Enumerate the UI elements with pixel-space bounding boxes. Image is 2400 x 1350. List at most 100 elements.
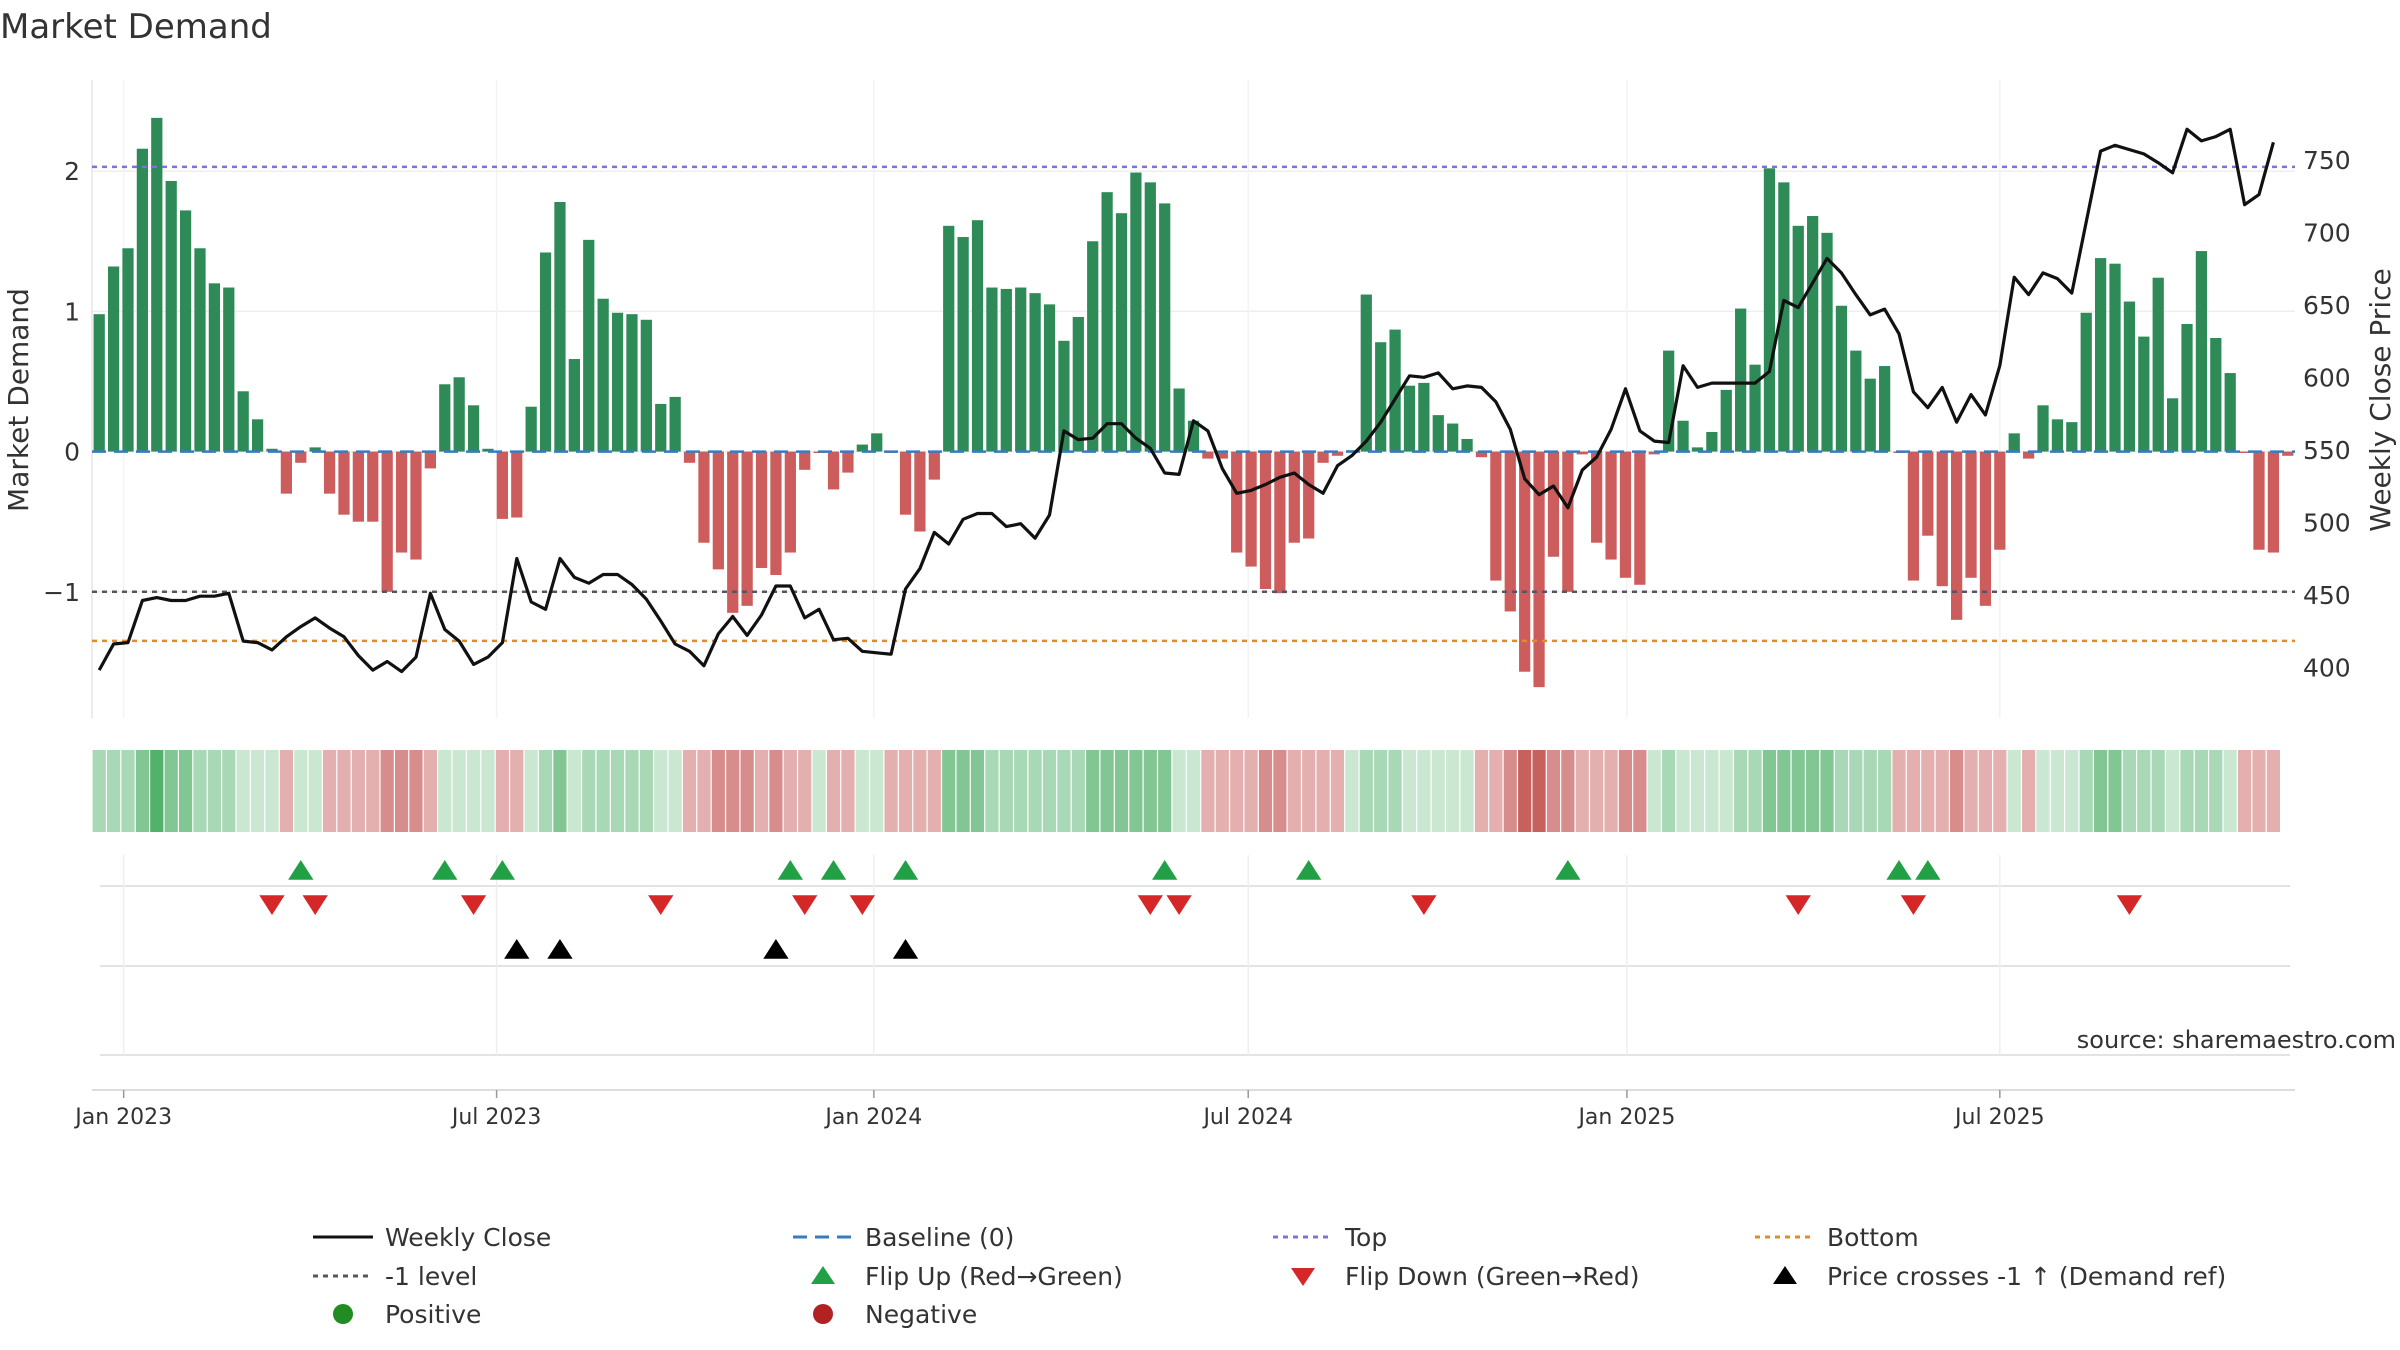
- demand-tile: [150, 750, 164, 832]
- demand-bar: [971, 220, 984, 452]
- demand-tile: [193, 750, 207, 832]
- demand-bar: [395, 451, 408, 553]
- flip-up-marker: [1152, 860, 1178, 880]
- legend-label: Flip Up (Red→Green): [865, 1262, 1123, 1291]
- demand-bar: [122, 248, 134, 452]
- demand-bar: [842, 451, 854, 473]
- demand-tile: [2151, 750, 2165, 832]
- demand-tile: [567, 750, 581, 832]
- demand-tile: [1662, 750, 1676, 832]
- demand-bar: [1835, 305, 1848, 452]
- flip-up-marker: [432, 860, 458, 880]
- demand-bar: [1519, 451, 1531, 672]
- demand-bar: [583, 239, 595, 452]
- demand-bar: [856, 444, 868, 452]
- demand-bar: [280, 451, 292, 494]
- demand-bar: [1490, 451, 1502, 581]
- demand-bar: [439, 384, 451, 452]
- demand-bar: [1619, 451, 1632, 578]
- demand-tile: [481, 750, 495, 832]
- demand-tile: [1489, 750, 1503, 832]
- price-cross-marker: [504, 939, 530, 959]
- demand-bars: [93, 117, 2294, 688]
- demand-bar: [2080, 312, 2092, 452]
- demand-tile: [1719, 750, 1733, 832]
- demand-bar: [93, 314, 105, 452]
- demand-tile: [913, 750, 927, 832]
- demand-tile: [1100, 750, 1114, 832]
- y-tick-label: −1: [43, 578, 80, 607]
- demand-bar: [1879, 366, 1891, 452]
- demand-tile: [1143, 750, 1157, 832]
- demand-bar: [928, 451, 940, 480]
- demand-tile: [1330, 750, 1345, 832]
- demand-tile: [351, 750, 365, 832]
- demand-bar: [1907, 451, 1920, 581]
- y-tick-label: 0: [64, 438, 80, 467]
- flip-down-marker: [302, 895, 328, 915]
- demand-tile: [1503, 750, 1517, 832]
- demand-bar: [597, 298, 609, 452]
- legend-label: Top: [1344, 1223, 1387, 1252]
- demand-tile: [510, 750, 524, 832]
- y2-tick-label: 700: [2303, 218, 2351, 247]
- demand-tile: [524, 750, 538, 832]
- date-axis-ticks: Jan 2023 Jul 2023 Jan 2024 Jul 2024 Jan 2025…: [73, 1090, 2045, 1130]
- demand-bar: [1202, 451, 1214, 459]
- demand-bar: [1864, 378, 1876, 452]
- demand-tile: [1129, 750, 1143, 832]
- legend-label: Negative: [865, 1300, 977, 1329]
- demand-bar: [1216, 451, 1228, 459]
- demand-tile: [538, 750, 553, 832]
- demand-tile: [1518, 750, 1532, 832]
- legend-label: Flip Down (Green→Red): [1345, 1262, 1640, 1291]
- demand-tile: [1964, 750, 1978, 832]
- y-tick-label: 2: [64, 157, 80, 186]
- demand-tile: [2050, 750, 2065, 832]
- demand-tile: [1906, 750, 1921, 832]
- y2-tick-label: 550: [2303, 436, 2351, 465]
- demand-tile: [1633, 750, 1647, 832]
- demand-bar: [1706, 431, 1718, 452]
- demand-tile: [1863, 750, 1877, 832]
- demand-tile: [1287, 750, 1301, 832]
- demand-bar: [525, 406, 537, 452]
- demand-bar: [194, 248, 206, 452]
- demand-bar: [770, 451, 782, 575]
- demand-tile: [1258, 750, 1273, 832]
- demand-tile: [1604, 750, 1618, 832]
- demand-tile: [884, 750, 898, 832]
- demand-tile: [1575, 750, 1589, 832]
- demand-bar: [496, 451, 508, 519]
- demand-tile: [2079, 750, 2093, 832]
- demand-tile: [279, 750, 293, 832]
- demand-bar: [2023, 451, 2035, 459]
- demand-bar: [295, 451, 307, 463]
- demand-bar: [1663, 350, 1675, 452]
- flip-down-marker: [1411, 895, 1437, 915]
- demand-bar: [1144, 182, 1156, 452]
- demand-bar: [482, 448, 494, 452]
- demand-bar: [1634, 451, 1646, 585]
- demand-bar: [2152, 277, 2164, 452]
- demand-bar: [151, 117, 163, 452]
- demand-bar: [266, 448, 278, 452]
- y2-tick-label: 750: [2303, 146, 2351, 175]
- right-axis-ticks: 400 450 500 550 600 650 700 750: [2303, 146, 2351, 683]
- demand-bar: [2267, 451, 2280, 553]
- demand-tile: [596, 750, 610, 832]
- demand-bar: [2238, 451, 2251, 453]
- y2-tick-label: 450: [2303, 581, 2351, 610]
- demand-tile: [92, 750, 106, 832]
- demand-bar: [1475, 451, 1488, 458]
- demand-bar: [1533, 451, 1545, 688]
- legend-swatch-triangle-up: [811, 1266, 835, 1284]
- demand-tile: [452, 750, 466, 832]
- demand-tile: [2209, 750, 2223, 832]
- demand-tile: [2166, 750, 2180, 832]
- legend-swatch-triangle-down: [1291, 1268, 1315, 1286]
- demand-bar: [251, 419, 264, 452]
- demand-bar: [1735, 308, 1747, 452]
- demand-tile: [1849, 750, 1863, 832]
- demand-bar: [2138, 336, 2150, 452]
